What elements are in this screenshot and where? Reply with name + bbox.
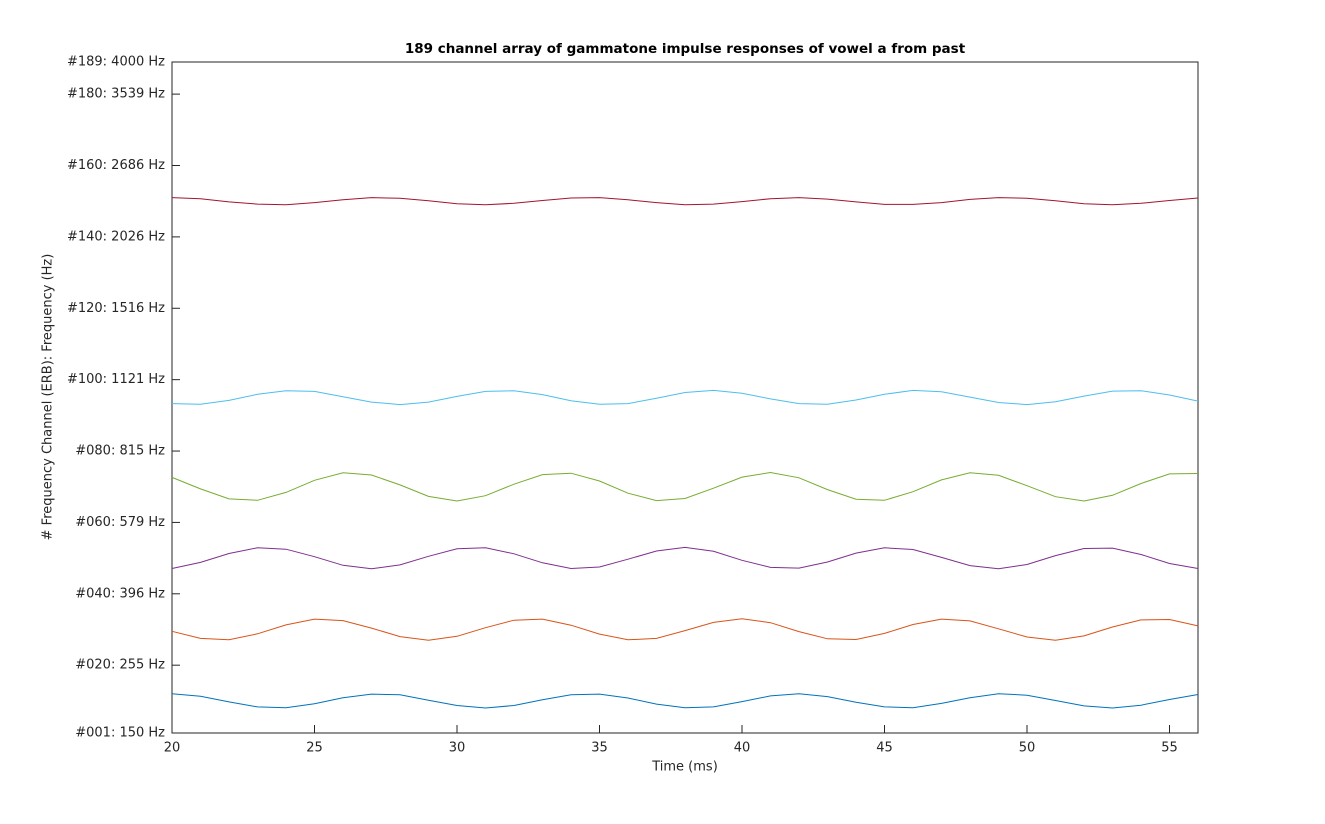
series-line: [171, 197, 1199, 206]
x-tick-label: 45: [876, 741, 893, 756]
y-tick-label: #120: 1516 Hz: [67, 301, 165, 316]
x-tick-label: 35: [591, 741, 608, 756]
series-line: [171, 693, 1199, 709]
x-axis-label: Time (ms): [651, 760, 718, 775]
y-tick-label: #001: 150 Hz: [75, 726, 165, 741]
x-tick-label: 55: [1161, 741, 1178, 756]
y-tick-label: #060: 579 Hz: [75, 515, 165, 530]
y-tick-label: #020: 255 Hz: [75, 658, 165, 673]
y-tick-label: #180: 3539 Hz: [67, 87, 165, 102]
x-tick-label: 50: [1019, 741, 1036, 756]
x-tick-label: 20: [164, 741, 181, 756]
x-tick-label: 25: [306, 741, 323, 756]
series-line: [171, 389, 1199, 406]
chart-title: 189 channel array of gammatone impulse r…: [405, 41, 966, 57]
y-tick-label: #080: 815 Hz: [75, 444, 165, 459]
series-line: [171, 546, 1199, 570]
x-tick-label: 40: [734, 741, 751, 756]
y-tick-label: #160: 2686 Hz: [67, 158, 165, 173]
y-tick-label: #100: 1121 Hz: [67, 372, 165, 387]
series-line: [171, 618, 1199, 641]
x-tick-label: 30: [449, 741, 466, 756]
y-tick-label: #189: 4000 Hz: [67, 55, 165, 70]
y-tick-label: #140: 2026 Hz: [67, 229, 165, 244]
plot-area: [171, 61, 1199, 734]
y-tick-label: #040: 396 Hz: [75, 586, 165, 601]
y-axis-label: # Frequency Channel (ERB): Frequency (Hz…: [41, 254, 56, 541]
series-line: [171, 471, 1199, 502]
